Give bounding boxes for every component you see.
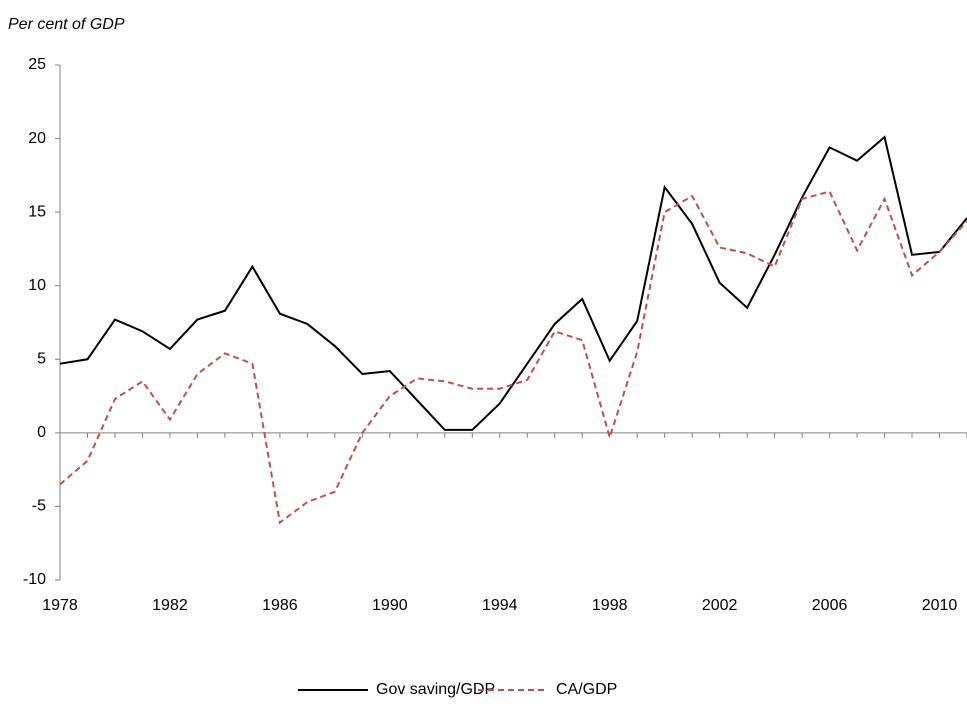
y-tick-label: 5 [37, 351, 46, 368]
line-series [59, 190, 967, 525]
x-tick-label: 1990 [372, 597, 408, 614]
x-tick-label: 1994 [482, 597, 518, 614]
y-tick-label: 25 [28, 56, 46, 73]
legend-label: CA/GDP [556, 681, 617, 698]
y-tick-label: -5 [32, 498, 46, 515]
y-tick-label: 15 [28, 203, 46, 220]
x-tick-label: 2002 [702, 597, 738, 614]
y-axis-title: Per cent of GDP [8, 16, 125, 33]
x-tick-label: 1978 [42, 597, 78, 614]
x-tick-label: 2006 [812, 597, 848, 614]
y-tick-label: -10 [23, 571, 46, 588]
x-tick-label: 2010 [922, 597, 958, 614]
x-tick-label: 1986 [262, 597, 298, 614]
x-tick-label: 1982 [152, 597, 188, 614]
x-tick-label: 1998 [592, 597, 628, 614]
line-series [59, 135, 967, 431]
y-tick-label: 10 [28, 277, 46, 294]
y-tick-label: 0 [37, 424, 46, 441]
y-tick-label: 20 [28, 130, 46, 147]
legend-label: Gov saving/GDP [376, 681, 495, 698]
